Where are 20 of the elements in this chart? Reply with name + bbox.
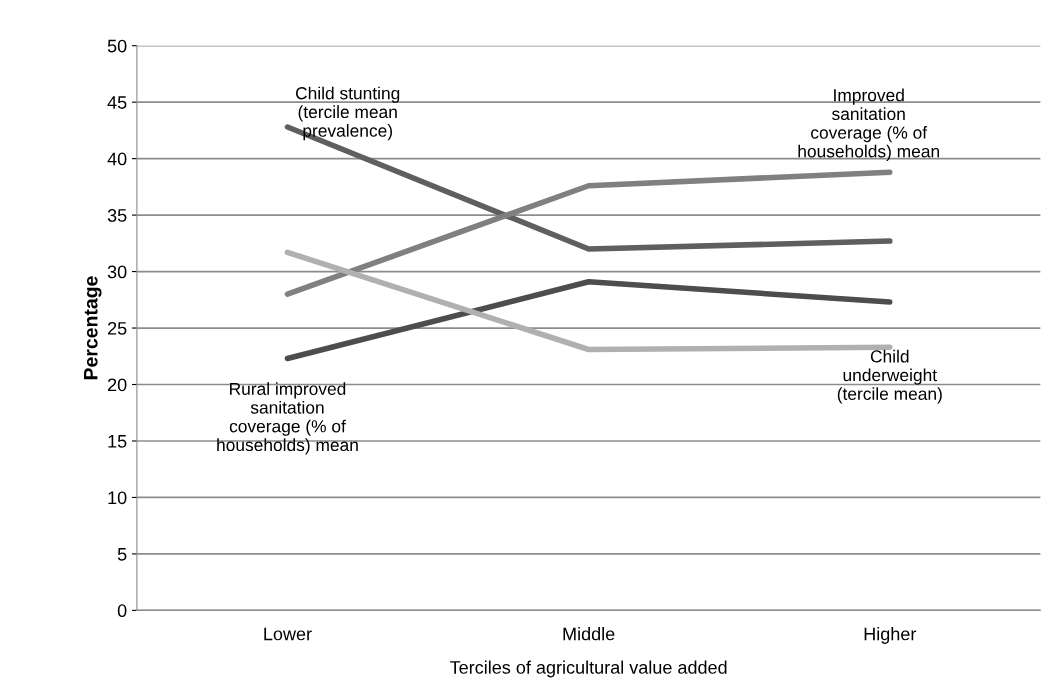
y-tick-label: 40	[107, 152, 127, 166]
series-label: Improved sanitation coverage (% of households) mean	[798, 88, 939, 161]
series-label: Child stunting (tercile mean prevalence)	[295, 86, 400, 141]
x-tick-label: Middle	[563, 627, 615, 641]
y-tick-label: 50	[107, 39, 127, 53]
y-tick-label: 35	[107, 209, 127, 222]
x-tick-label: Lower	[264, 627, 312, 641]
x-axis-title: Terciles of agricultural value added	[450, 660, 727, 678]
series-label: Child underweight (tercile mean)	[837, 349, 942, 404]
y-tick-label: 20	[108, 378, 127, 392]
text: Rural improved sanitation coverage (% of households) mean	[217, 382, 358, 455]
y-tick-label: 25	[108, 321, 127, 335]
y-axis-title: Percentage	[84, 276, 102, 380]
y-tick-label: 10	[108, 491, 127, 505]
y-tick-label: 0	[117, 604, 127, 618]
y-tick-label: 15	[108, 435, 127, 448]
y-tick-label: 30	[107, 265, 127, 279]
y-tick-label: 5	[117, 548, 127, 561]
y-tick-label: 45	[107, 96, 127, 109]
x-tick-label: Higher	[864, 627, 917, 644]
